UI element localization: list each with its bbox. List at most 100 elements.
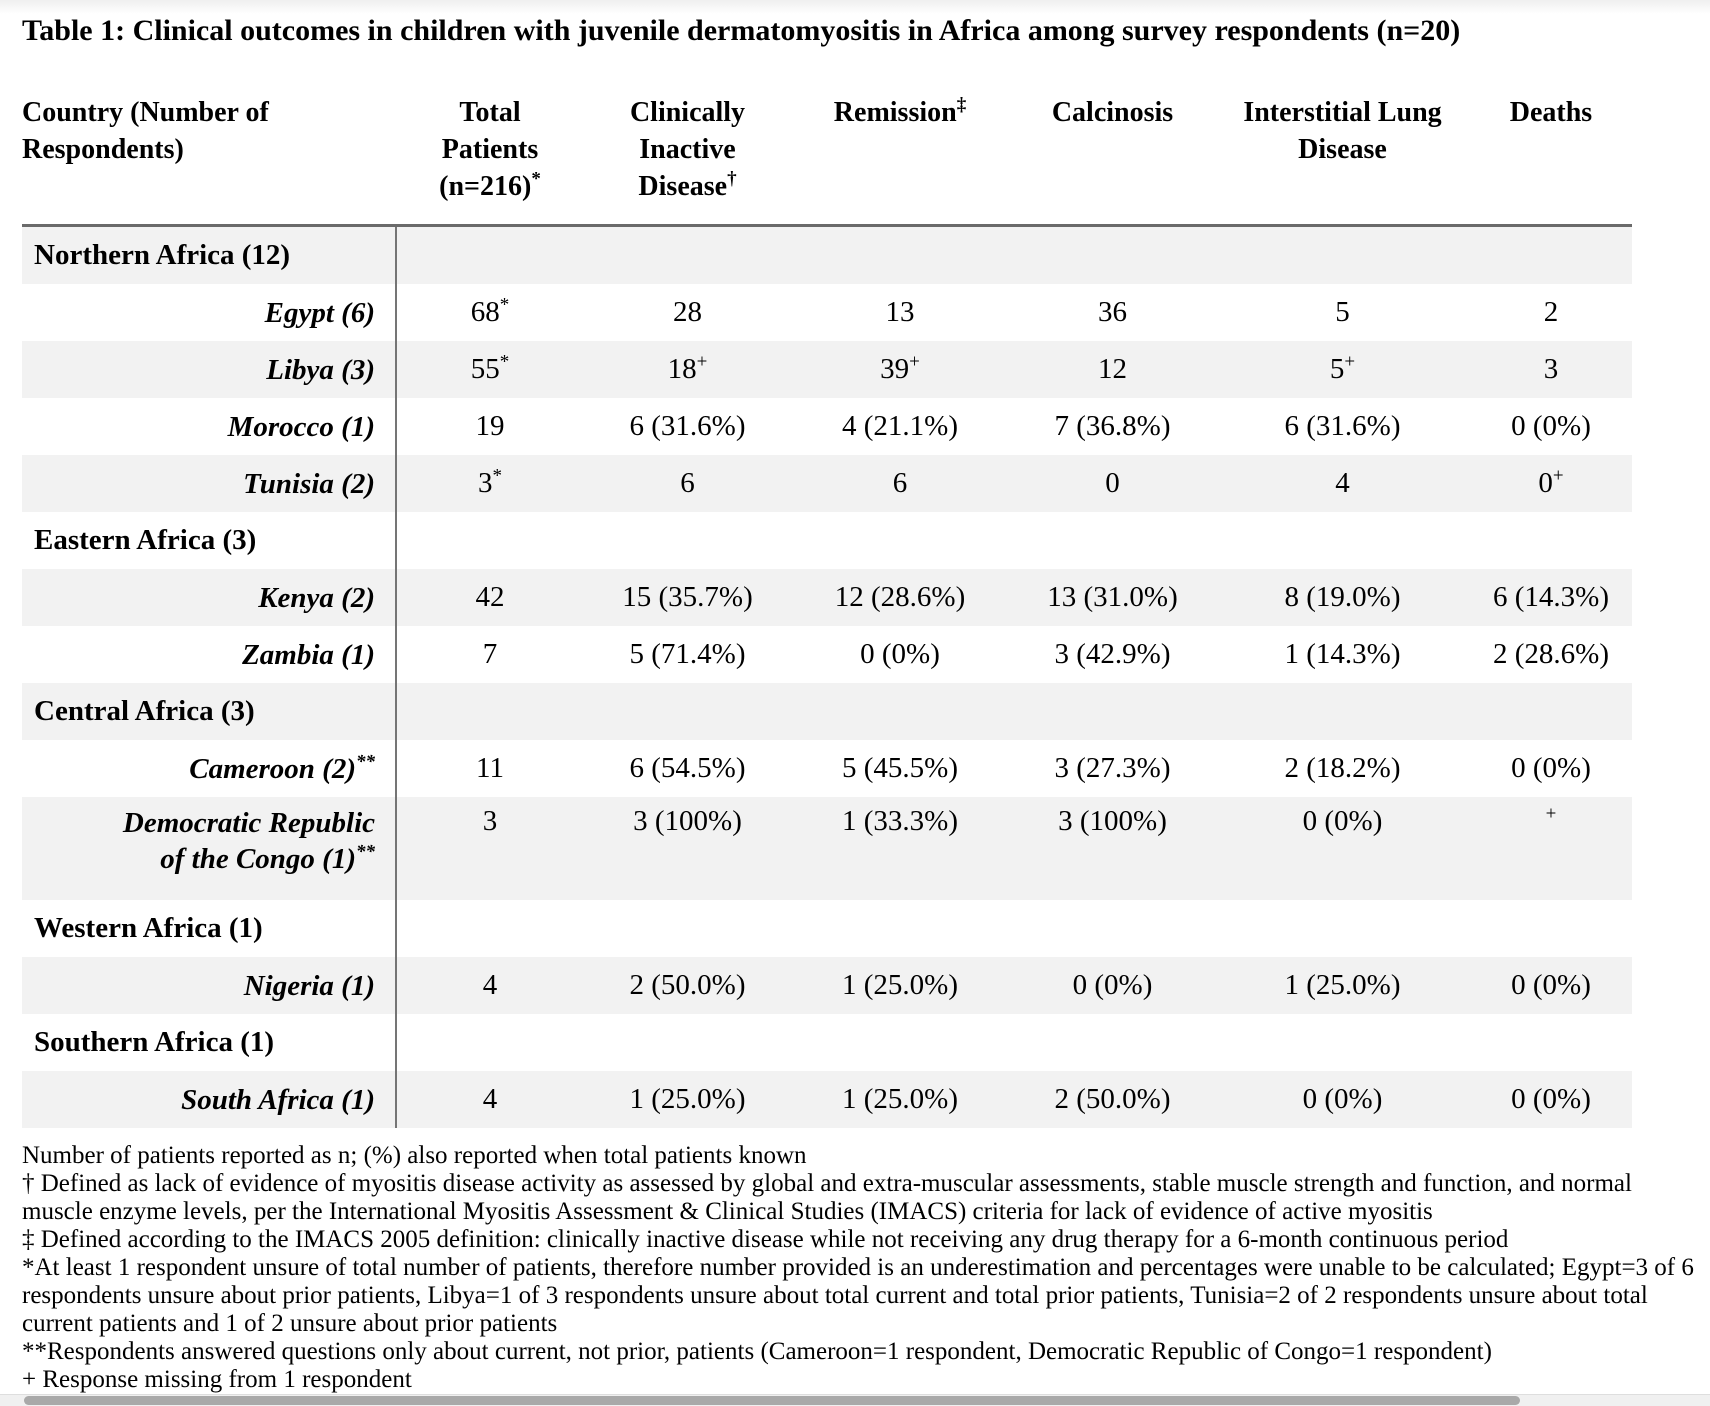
country-row: Kenya (2) 42 15 (35.7%) 12 (28.6%) 13 (31.0%… [22, 569, 1632, 626]
cell-value: 3 [478, 467, 493, 499]
cell-value: 13 (31.0%) [1047, 581, 1178, 613]
cell-value: 0 (0%) [1511, 410, 1591, 442]
data-cell: 5 [1215, 296, 1470, 329]
page-top-fade [0, 0, 1710, 14]
country-label: Zambia (1) [22, 637, 395, 673]
cell-value: 6 (31.6%) [1284, 410, 1401, 442]
cell-value: 2 (50.0%) [629, 969, 746, 1001]
data-cell: 0 (0%) [1470, 752, 1632, 785]
cell-value: 4 (21.1%) [842, 410, 958, 442]
cell-value: 2 [1543, 296, 1559, 328]
cell-value: 36 [1098, 296, 1127, 328]
cell-value: 6 (14.3%) [1493, 581, 1609, 613]
header-line: (n=216)* [395, 168, 585, 205]
data-cell: 3 [1470, 353, 1632, 386]
country-name: Egypt (6) [264, 296, 375, 329]
cell-value: 2 (18.2%) [1284, 752, 1401, 784]
data-cell: 0 (0%) [1010, 969, 1215, 1002]
data-cell: 15 (35.7%) [585, 581, 790, 614]
cell-value: 0 (0%) [1302, 1083, 1383, 1115]
header-line: Disease [1215, 131, 1470, 168]
country-label: Kenya (2) [22, 580, 395, 616]
country-name: Tunisia (2) [243, 467, 375, 500]
data-cell: 12 [1010, 353, 1215, 386]
header-text: Disease [1298, 134, 1387, 165]
data-cell: 0 (0%) [1470, 410, 1632, 443]
superscript-marker: + [909, 351, 920, 373]
country-label: South Africa (1) [22, 1082, 395, 1118]
column-header: Clinically Inactive Disease† [585, 94, 790, 205]
country-label: Egypt (6) [22, 295, 395, 331]
column-header: Interstitial Lung Disease [1215, 94, 1470, 168]
country-row: Egypt (6) 68* 28 13 36 5 2 [22, 284, 1632, 341]
header-text: Inactive [639, 134, 736, 165]
footnotes-block: Number of patients reported as n; (%) al… [22, 1142, 1694, 1394]
data-cell: 11 [395, 752, 585, 785]
data-cell: 4 [1215, 467, 1470, 500]
header-text: Calcinosis [1051, 97, 1174, 128]
country-row: Morocco (1) 19 6 (31.6%) 4 (21.1%) 7 (36.8%)… [22, 398, 1632, 455]
data-cell: 2 [1470, 296, 1632, 329]
data-cell: 42 [395, 581, 585, 614]
footnote-line: **Respondents answered questions only ab… [22, 1338, 1492, 1365]
country-label: Tunisia (2) [22, 466, 395, 502]
cell-value: 6 (54.5%) [629, 752, 746, 784]
header-text: Clinically [629, 97, 746, 128]
cell-value: 55 [470, 353, 500, 385]
cell-value: 4 [1335, 467, 1350, 499]
cell-value: 1 (25.0%) [629, 1083, 746, 1115]
country-label: Cameroon (2)** [22, 751, 395, 787]
column-divider-line [395, 227, 397, 1128]
data-cell: 13 [790, 296, 1010, 329]
superscript-marker: ‡ [956, 94, 967, 116]
column-header: Remission‡ [790, 94, 1010, 131]
cell-value: 0 [1538, 467, 1553, 499]
data-cell: 6 (54.5%) [585, 752, 790, 785]
superscript-marker: * [499, 294, 510, 316]
data-cell: 0 (0%) [790, 638, 1010, 671]
header-line: Inactive [585, 131, 790, 168]
cell-value: 13 [885, 296, 915, 328]
header-line: Disease† [585, 168, 790, 205]
data-cell: 3* [395, 465, 585, 500]
cell-value: 0 (0%) [1511, 1083, 1591, 1115]
data-cell: 12 (28.6%) [790, 581, 1010, 614]
header-text: Remission [833, 97, 957, 128]
country-name: Zambia (1) [242, 638, 375, 671]
cell-value: 3 (27.3%) [1054, 752, 1171, 784]
header-text: Interstitial Lung [1243, 97, 1442, 128]
header-text: Total [459, 97, 521, 128]
data-cell: 18+ [585, 352, 790, 386]
table-header-row: Country (Number of Respondents) Total Patie… [22, 94, 1632, 206]
horizontal-scrollbar-track[interactable] [0, 1394, 1710, 1406]
country-row: Democratic Republic of the Congo (1)** 3 3… [22, 797, 1632, 900]
superscript-marker: ** [356, 841, 375, 863]
header-line: Remission‡ [790, 94, 1010, 131]
cell-value: 11 [476, 752, 504, 784]
region-row: Central Africa (3) [22, 683, 1632, 740]
data-cell: 6 (14.3%) [1470, 581, 1632, 614]
data-cell: 0+ [1470, 466, 1632, 500]
superscript-marker: * [531, 168, 541, 190]
header-text: (n=216) [439, 171, 532, 202]
country-row: Nigeria (1) 4 2 (50.0%) 1 (25.0%) 0 (0%) 1 (2… [22, 957, 1632, 1014]
country-name: South Africa (1) [181, 1083, 375, 1116]
cell-value: 2 (50.0%) [1054, 1083, 1171, 1115]
data-cell: 4 (21.1%) [790, 410, 1010, 443]
data-cell: 0 [1010, 467, 1215, 500]
cell-value: 42 [475, 581, 505, 613]
column-header: Calcinosis [1010, 94, 1215, 131]
cell-value: 3 [1543, 353, 1559, 385]
data-cell: 3 (100%) [1010, 805, 1215, 838]
superscript-marker: * [492, 465, 503, 487]
cell-value: 4 [482, 969, 498, 1001]
data-cell: 68* [395, 294, 585, 329]
cell-value: 5 (71.4%) [629, 638, 746, 670]
superscript-marker: ** [356, 750, 375, 772]
cell-value: 4 [482, 1083, 498, 1115]
horizontal-scrollbar-thumb[interactable] [24, 1396, 1520, 1405]
country-name: Morocco (1) [227, 410, 375, 443]
data-cell: 8 (19.0%) [1215, 581, 1470, 614]
column-header-country: Country (Number of Respondents) [22, 94, 395, 168]
cell-value: 0 (0%) [1511, 752, 1591, 784]
